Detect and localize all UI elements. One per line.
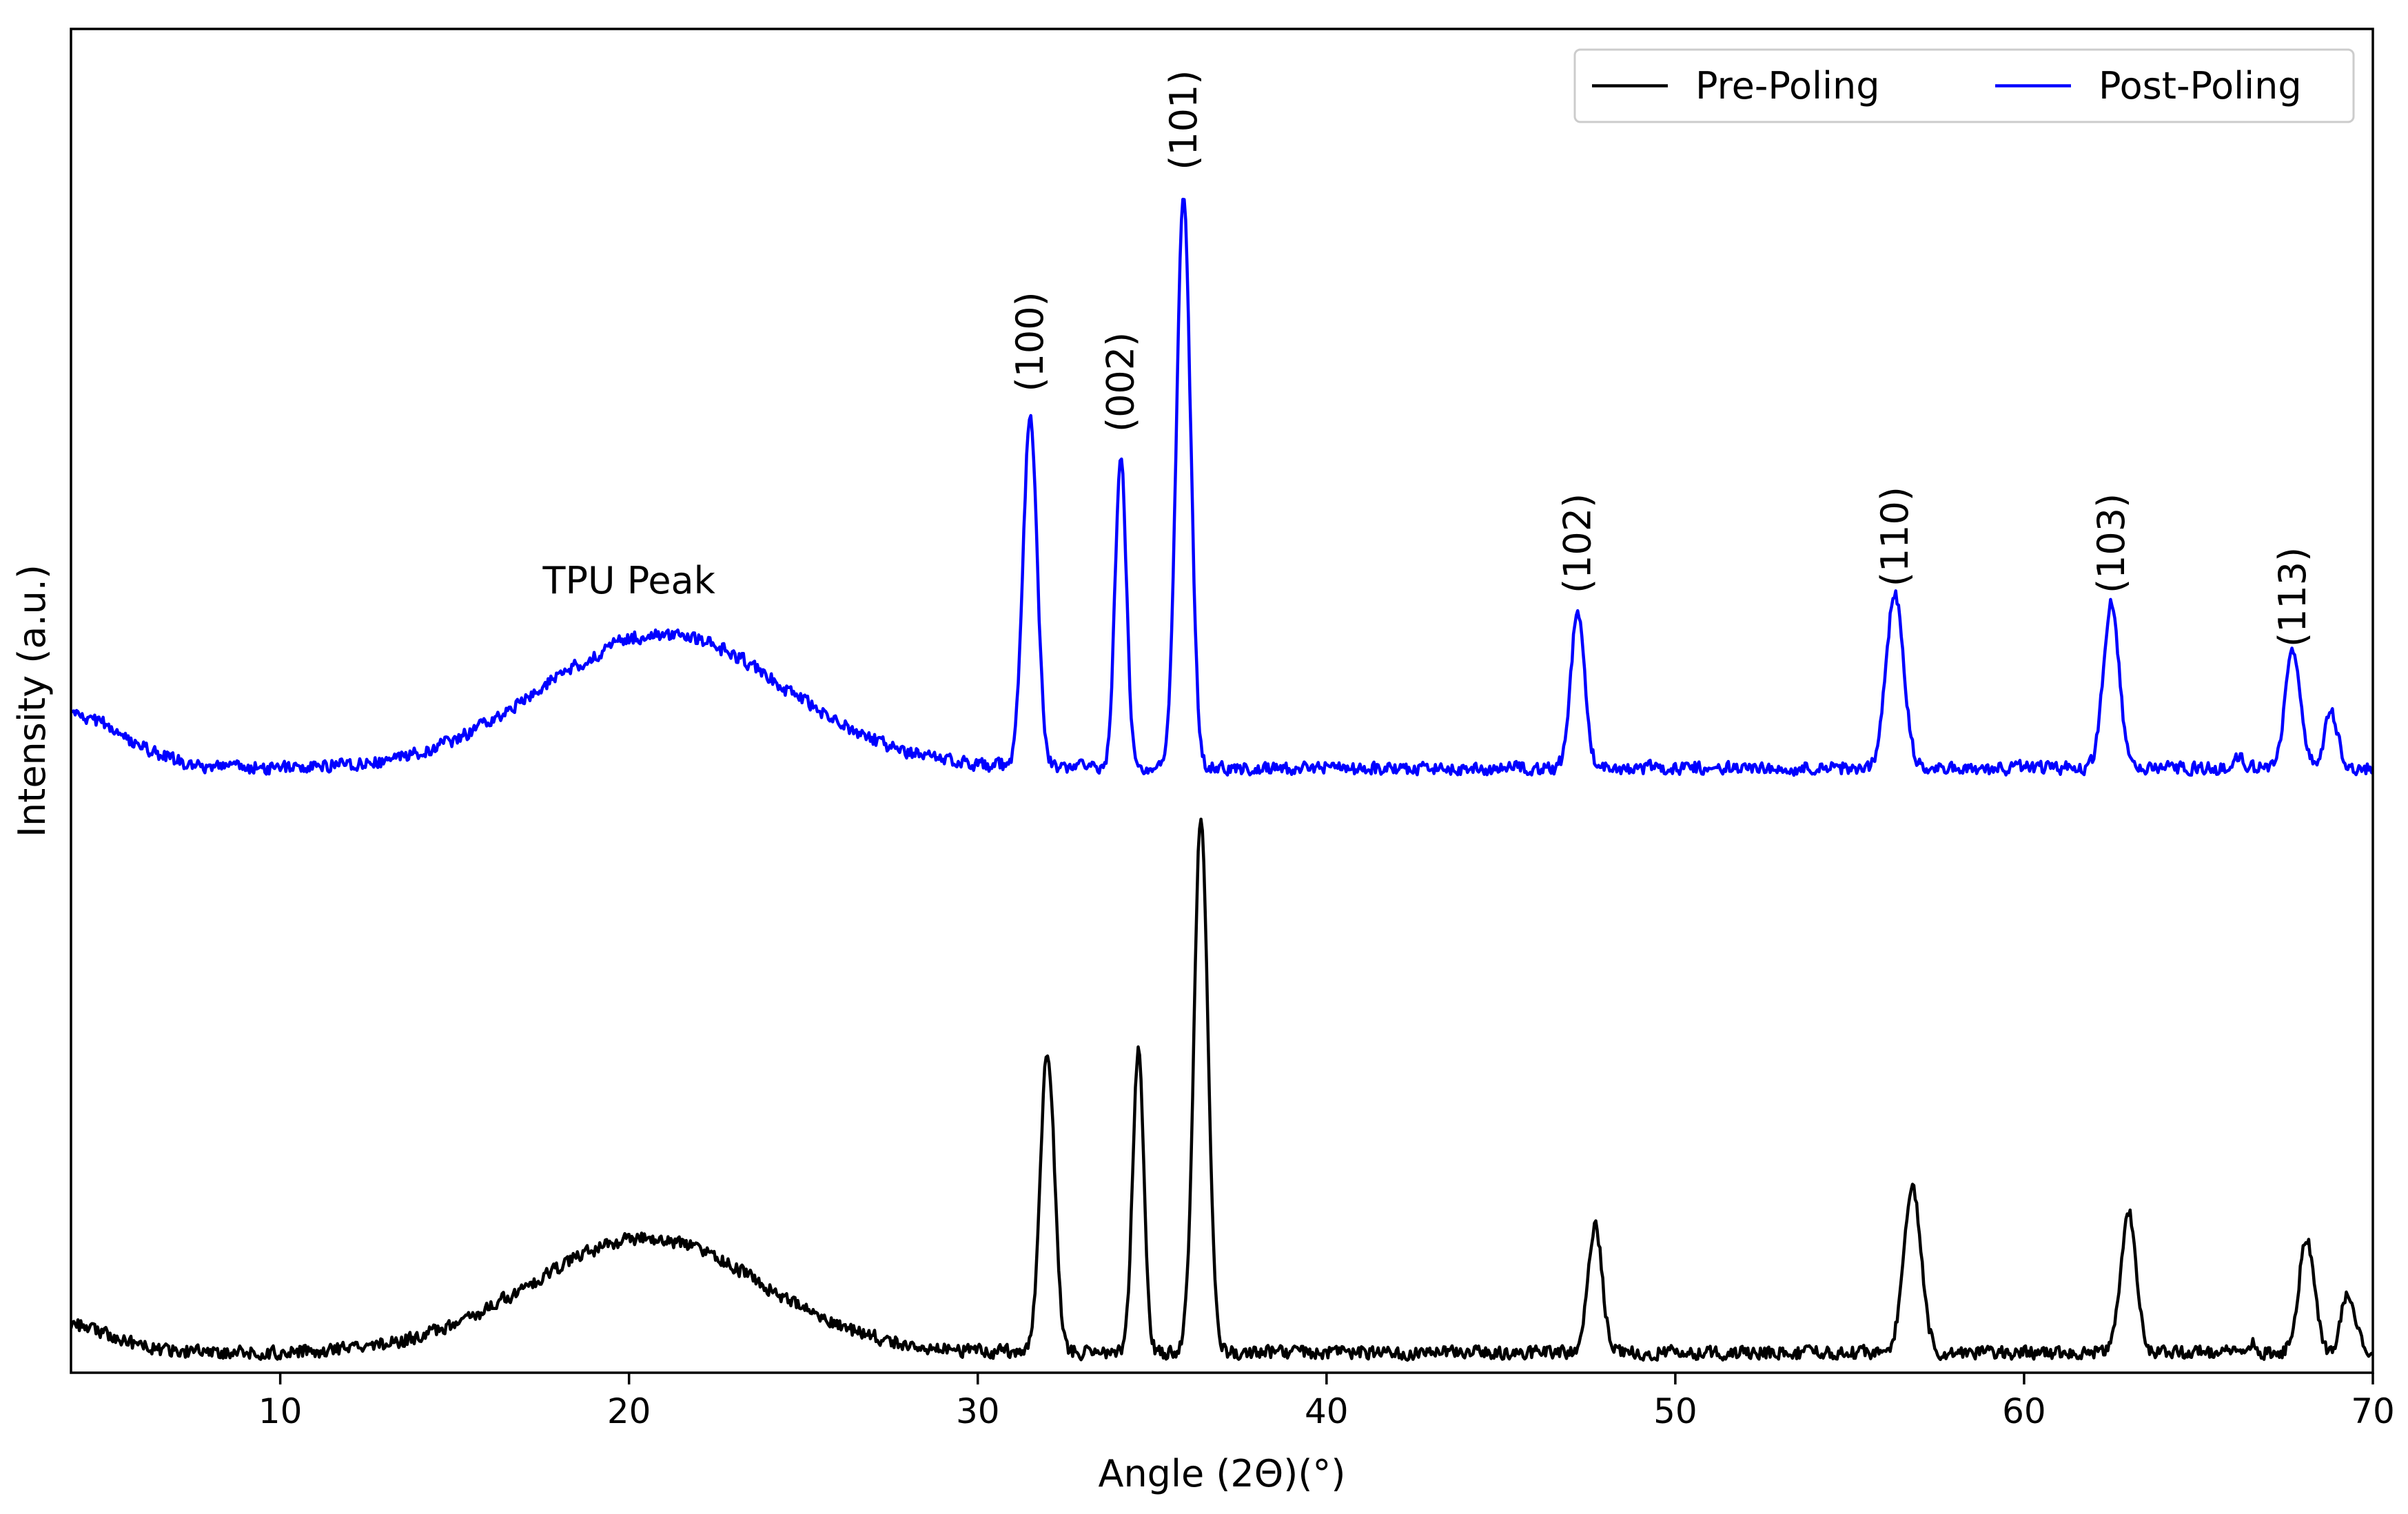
axes-frame bbox=[70, 28, 2374, 1374]
peak-label: (103) bbox=[2090, 493, 2133, 593]
annotation-layer: TPU Peak (100) (002) (101) (102) (110) (103) (1… bbox=[542, 70, 2314, 647]
peak-label: (102) bbox=[1556, 493, 1600, 593]
legend-label-post-poling: Post-Poling bbox=[2099, 64, 2302, 108]
peak-label: (110) bbox=[1873, 487, 1917, 586]
x-tick-label: 50 bbox=[1653, 1391, 1697, 1431]
series-layer bbox=[71, 197, 2373, 1362]
series-line-post-poling bbox=[71, 197, 2373, 777]
series-line-pre-poling bbox=[71, 817, 2373, 1362]
plot-background bbox=[71, 29, 2373, 1373]
x-tick-label: 20 bbox=[607, 1391, 651, 1431]
x-tick-label: 60 bbox=[2002, 1391, 2046, 1431]
x-tick-label: 70 bbox=[2351, 1391, 2395, 1431]
axes-layer: 10 20 30 40 50 60 70 Angle (2Θ)(°) Intensity (a.… bbox=[10, 28, 2395, 1495]
peak-label: (101) bbox=[1162, 70, 1205, 170]
x-axis-label: Angle (2Θ)(°) bbox=[1099, 1452, 1346, 1495]
x-tick-label: 30 bbox=[956, 1391, 1000, 1431]
tpu-peak-label: TPU Peak bbox=[542, 559, 715, 602]
peak-label: (002) bbox=[1099, 332, 1143, 432]
plot-area bbox=[71, 29, 2373, 1373]
legend: Pre-Poling Post-Poling bbox=[1573, 48, 2355, 123]
legend-box bbox=[1573, 48, 2355, 123]
peak-label: (100) bbox=[1008, 291, 1052, 391]
y-axis-label: Intensity (a.u.) bbox=[10, 564, 54, 837]
peak-label: (113) bbox=[2271, 547, 2314, 647]
x-tick-label: 40 bbox=[1305, 1391, 1349, 1431]
x-tick-label: 10 bbox=[258, 1391, 303, 1431]
legend-label-pre-poling: Pre-Poling bbox=[1695, 64, 1880, 108]
